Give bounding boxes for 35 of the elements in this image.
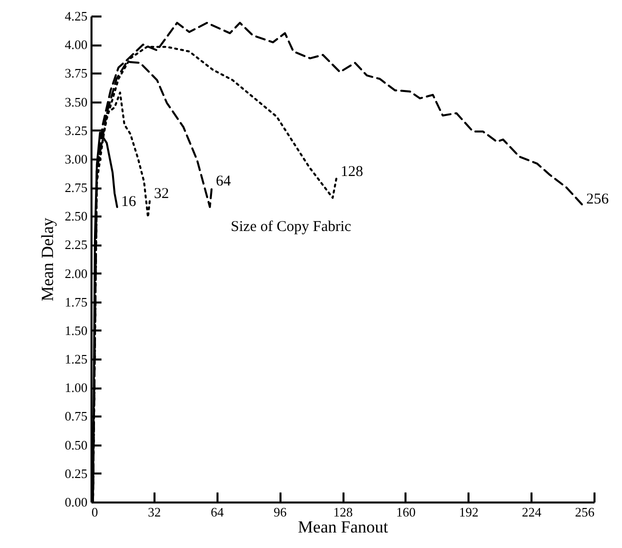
y-tick-label: 3.25 — [64, 122, 88, 138]
series-label: 16 — [121, 194, 137, 210]
y-tick-label: 0.00 — [64, 494, 88, 510]
y-tick-label: 2.25 — [64, 237, 88, 252]
x-tick-label: 224 — [522, 504, 542, 520]
x-tick-label: 256 — [575, 504, 595, 520]
series-label: 64 — [216, 173, 232, 190]
x-axis-title: Mean Fanout — [298, 518, 388, 536]
series-label: 128 — [340, 164, 364, 180]
y-tick-label: 3.75 — [64, 66, 88, 81]
y-tick-label: 3.00 — [64, 151, 88, 166]
y-tick-label: 2.50 — [64, 208, 88, 224]
y-tick-label: 2.75 — [64, 180, 88, 196]
x-tick-label: 32 — [148, 504, 161, 520]
series-label: 256 — [586, 192, 610, 208]
y-tick-label: 1.50 — [64, 322, 88, 338]
y-tick-label: 0.50 — [64, 437, 88, 452]
y-tick-label: 0.25 — [64, 466, 88, 481]
y-tick-label: 0.75 — [64, 408, 88, 424]
x-tick-label: 160 — [396, 504, 416, 520]
y-tick-label: 2.00 — [64, 266, 88, 281]
y-tick-label: 3.50 — [64, 94, 88, 110]
y-tick-label: 1.75 — [64, 294, 88, 310]
x-tick-label: 96 — [274, 504, 288, 520]
x-tick-label: 128 — [333, 504, 353, 520]
y-tick-label: 4.00 — [64, 37, 88, 52]
x-tick-label: 64 — [210, 504, 224, 520]
y-axis-title: Mean Delay — [38, 217, 57, 302]
y-tick-label: 1.00 — [64, 380, 88, 396]
x-tick-label: 0 — [92, 504, 98, 520]
y-tick-label: 1.25 — [64, 352, 88, 367]
annotation: Size of Copy Fabric — [230, 219, 352, 235]
series-label: 32 — [154, 186, 169, 202]
x-tick-label: 192 — [459, 504, 478, 520]
y-tick-label: 4.25 — [64, 8, 88, 24]
